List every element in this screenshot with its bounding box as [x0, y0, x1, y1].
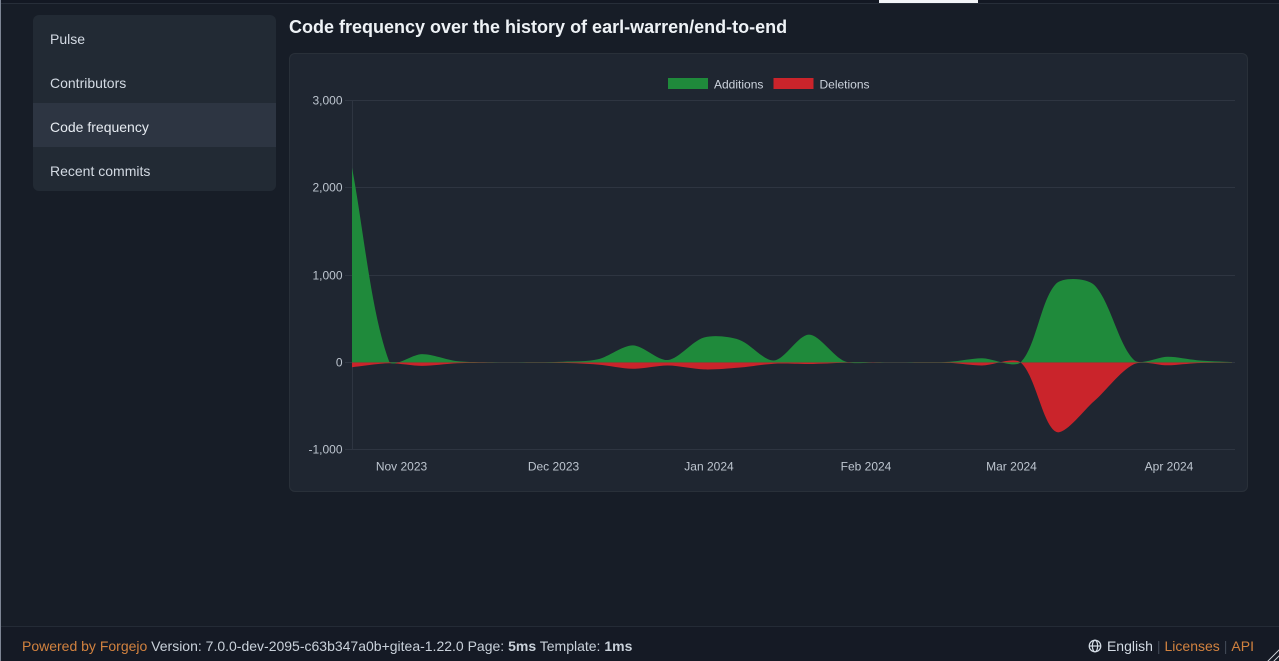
svg-text:Apr 2024: Apr 2024 [1145, 460, 1194, 474]
svg-text:Nov 2023: Nov 2023 [376, 460, 428, 474]
svg-text:Feb 2024: Feb 2024 [841, 460, 892, 474]
svg-text:3,000: 3,000 [312, 94, 342, 108]
svg-text:Dec 2023: Dec 2023 [528, 460, 580, 474]
svg-text:-1,000: -1,000 [308, 443, 342, 457]
svg-text:Deletions: Deletions [820, 78, 870, 92]
svg-text:Jan 2024: Jan 2024 [684, 460, 734, 474]
svg-text:0: 0 [336, 356, 343, 370]
svg-text:2,000: 2,000 [312, 181, 342, 195]
svg-text:1,000: 1,000 [312, 269, 342, 283]
svg-text:Mar 2024: Mar 2024 [986, 460, 1037, 474]
svg-text:Additions: Additions [714, 78, 763, 92]
